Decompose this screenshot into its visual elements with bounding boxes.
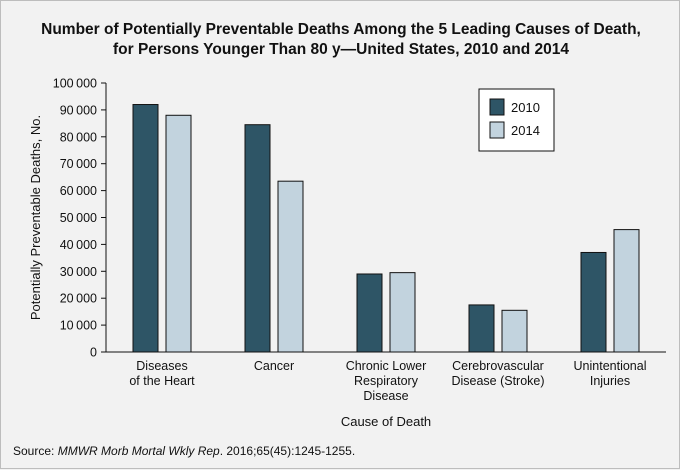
- bar-2014: [389, 272, 416, 353]
- y-tick-label: 20 000: [60, 292, 97, 306]
- source-prefix: Source:: [13, 444, 58, 458]
- bars: [132, 104, 640, 353]
- legend-swatch-2014: [489, 121, 505, 139]
- y-tick-label: 60 000: [60, 184, 97, 198]
- legend-label: 2010: [511, 100, 540, 115]
- x-category-label: Disease: [363, 389, 408, 403]
- legend-label: 2014: [511, 123, 540, 138]
- bar-2014: [613, 229, 640, 353]
- x-category-label: Cancer: [254, 359, 294, 373]
- x-category-label: Chronic Lower: [346, 359, 427, 373]
- y-tick-label: 50 000: [60, 211, 97, 225]
- bar-2010: [356, 273, 383, 353]
- y-tick-label: 0: [90, 346, 97, 360]
- y-tick-label: 40 000: [60, 238, 97, 252]
- x-axis-title: Cause of Death: [341, 414, 431, 429]
- bar-2010: [132, 104, 159, 353]
- bar-2014: [277, 180, 304, 353]
- y-tick-label: 10 000: [60, 319, 97, 333]
- source-journal: MMWR Morb Mortal Wkly Rep: [57, 444, 220, 458]
- y-tick-label: 70 000: [60, 157, 97, 171]
- legend-swatch-2010: [489, 98, 505, 116]
- x-category-label: Respiratory: [354, 374, 419, 388]
- chart-title-line: for Persons Younger Than 80 y—United Sta…: [113, 41, 569, 58]
- bar-2010: [244, 124, 271, 353]
- y-tick-label: 80 000: [60, 130, 97, 144]
- x-category-label: Diseases: [136, 359, 187, 373]
- bar-2014: [501, 309, 528, 353]
- y-axis: 0 10 000 20 000 30 000 40 000 50 000 60 000 70 …: [28, 77, 107, 360]
- y-axis-title: Potentially Preventable Deaths, No.: [28, 115, 43, 320]
- y-tick-label: 90 000: [60, 103, 97, 117]
- x-category-label: of the Heart: [129, 374, 195, 388]
- x-category-label: Cerebrovascular: [452, 359, 544, 373]
- chart-title-line: Number of Potentially Preventable Deaths…: [41, 21, 641, 38]
- bar-2014: [165, 114, 192, 353]
- source-note: Source: MMWR Morb Mortal Wkly Rep. 2016;…: [13, 444, 355, 458]
- x-category-label: Unintentional: [574, 359, 647, 373]
- x-category-label: Disease (Stroke): [451, 374, 544, 388]
- chart-title: Number of Potentially Preventable Deaths…: [41, 21, 641, 58]
- bar-2010: [468, 304, 495, 353]
- legend-box: [478, 88, 555, 152]
- y-tick-label: 100 000: [53, 77, 97, 91]
- x-category-label: Injuries: [590, 374, 630, 388]
- source-suffix: . 2016;65(45):1245-1255.: [219, 444, 356, 458]
- bar-2010: [580, 251, 607, 353]
- y-tick-label: 30 000: [60, 265, 97, 279]
- legend: 2010 2014: [478, 88, 555, 152]
